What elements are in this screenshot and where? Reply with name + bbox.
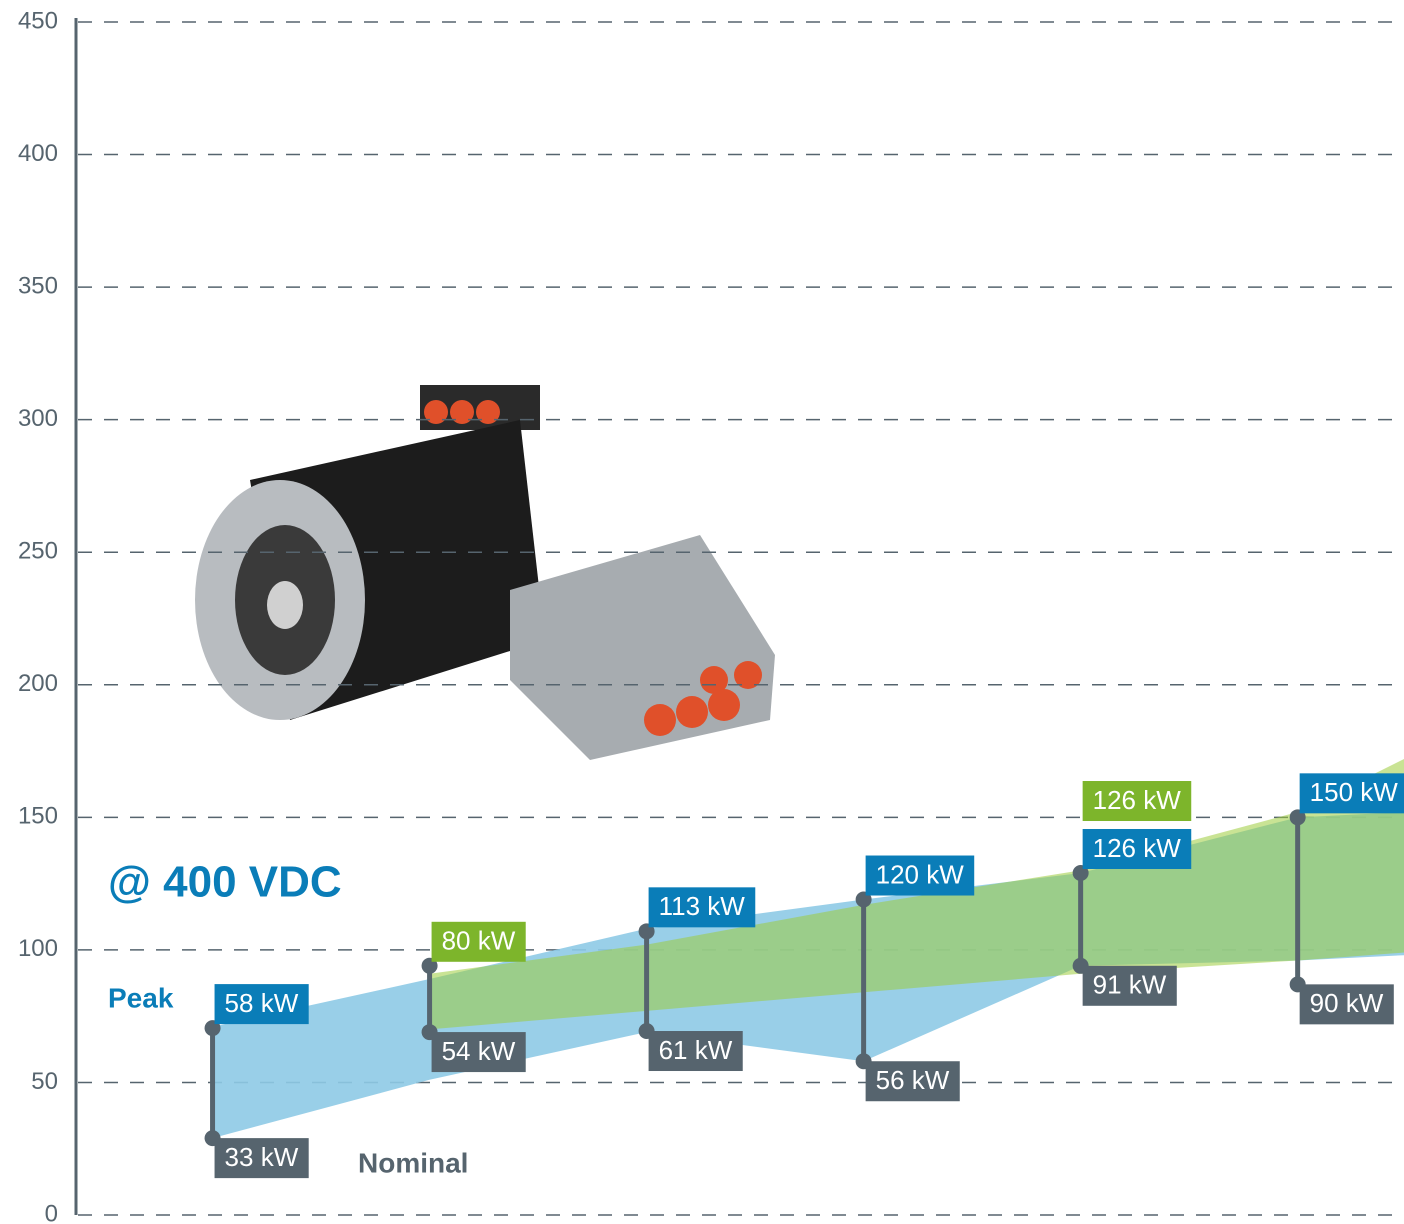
top-label-box [214, 984, 309, 1025]
top-label-box [1082, 781, 1192, 822]
top-label-box [1082, 829, 1192, 870]
chart-title: @ 400 VDC [108, 858, 342, 907]
top-label: 120 kW [876, 859, 965, 889]
top-label: 126 kW [1093, 833, 1182, 863]
y-tick-label: 400 [18, 140, 58, 167]
y-tick-label: 50 [31, 1068, 58, 1095]
bottom-label: 54 kW [442, 1036, 516, 1066]
top-label-box [431, 921, 526, 962]
bottom-label-box [214, 1138, 309, 1179]
bottom-label-box [1082, 965, 1177, 1006]
annotation: Peak [108, 982, 174, 1013]
bottom-label-box [1299, 984, 1394, 1025]
top-label-box [648, 887, 756, 928]
bottom-label: 91 kW [1093, 970, 1167, 1000]
bottom-label: 61 kW [659, 1035, 733, 1065]
y-tick-label: 100 [18, 935, 58, 962]
product-photo [195, 385, 775, 760]
areas [212, 759, 1404, 1139]
bottom-label: 56 kW [876, 1065, 950, 1095]
top-label-box [1299, 773, 1404, 814]
top-label: 113 kW [659, 891, 746, 921]
top-label: 126 kW [1093, 785, 1182, 815]
bottom-label-box [431, 1032, 526, 1073]
range-area [429, 759, 1404, 1030]
y-tick-label: 250 [18, 538, 58, 565]
bottom-label-box [865, 1061, 960, 1102]
top-label: 150 kW [1310, 777, 1399, 807]
y-tick-label: 300 [18, 405, 58, 432]
top-label-box [865, 855, 975, 896]
top-label: 58 kW [225, 988, 299, 1018]
top-label: 80 kW [442, 926, 516, 956]
y-tick-label: 450 [18, 7, 58, 34]
bottom-label: 33 kW [225, 1142, 299, 1172]
y-tick-label: 200 [18, 670, 58, 697]
annotation: Nominal [358, 1147, 468, 1178]
y-tick-label: 350 [18, 272, 58, 299]
bottom-label-box [648, 1031, 743, 1072]
y-tick-label: 150 [18, 803, 58, 830]
bottom-label: 90 kW [1310, 988, 1384, 1018]
y-tick-label: 0 [45, 1200, 58, 1224]
